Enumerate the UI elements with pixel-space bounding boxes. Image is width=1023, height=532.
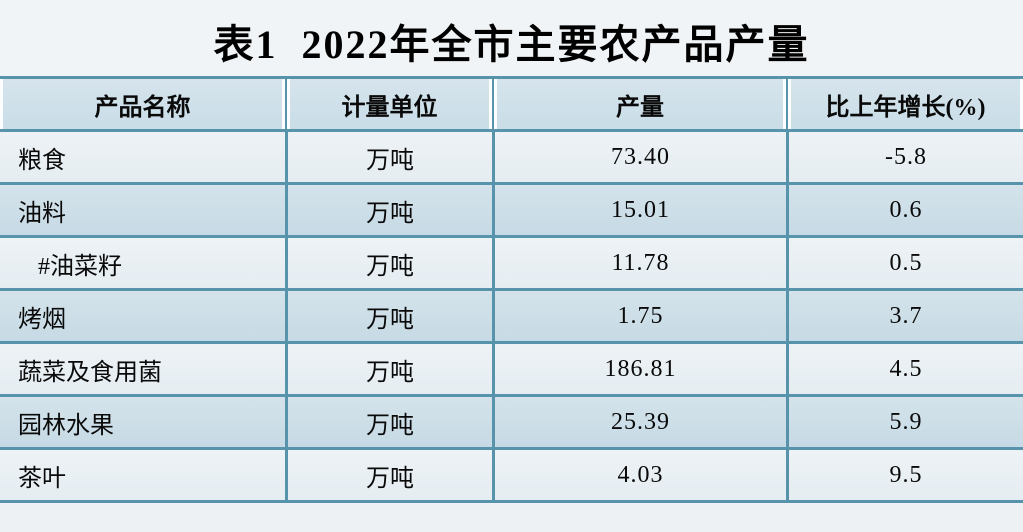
header-row: 产品名称 计量单位 产量 比上年增长(%) — [0, 79, 1023, 132]
cell-unit: 万吨 — [285, 291, 492, 344]
cell-growth: 0.6 — [786, 185, 1023, 238]
cell-output: 25.39 — [492, 397, 786, 450]
cell-product: 烤烟 — [0, 291, 285, 344]
cell-growth: 5.9 — [786, 397, 1023, 450]
cell-product: 油料 — [0, 185, 285, 238]
table-title: 表1 2022年全市主要农产品产量 — [213, 22, 810, 67]
cell-output: 11.78 — [492, 238, 786, 291]
cell-output: 1.75 — [492, 291, 786, 344]
table-row: 油料 万吨 15.01 0.6 — [0, 185, 1023, 238]
agricultural-output-table: 产品名称 计量单位 产量 比上年增长(%) 粮食 万吨 73.40 -5.8 油… — [0, 76, 1023, 503]
cell-product: #油菜籽 — [0, 238, 285, 291]
cell-output: 186.81 — [492, 344, 786, 397]
col-header-product: 产品名称 — [0, 79, 285, 132]
cell-product: 茶叶 — [0, 450, 285, 503]
cell-output: 4.03 — [492, 450, 786, 503]
table-row: 园林水果 万吨 25.39 5.9 — [0, 397, 1023, 450]
cell-unit: 万吨 — [285, 238, 492, 291]
cell-growth: -5.8 — [786, 132, 1023, 185]
cell-output: 15.01 — [492, 185, 786, 238]
cell-unit: 万吨 — [285, 185, 492, 238]
table-row: 粮食 万吨 73.40 -5.8 — [0, 132, 1023, 185]
cell-product: 园林水果 — [0, 397, 285, 450]
cell-unit: 万吨 — [285, 132, 492, 185]
col-header-output: 产量 — [492, 79, 786, 132]
table-row: 茶叶 万吨 4.03 9.5 — [0, 450, 1023, 503]
table-row: 烤烟 万吨 1.75 3.7 — [0, 291, 1023, 344]
cell-growth: 4.5 — [786, 344, 1023, 397]
col-header-unit: 计量单位 — [285, 79, 492, 132]
cell-product: 蔬菜及食用菌 — [0, 344, 285, 397]
col-header-growth: 比上年增长(%) — [786, 79, 1023, 132]
table-row: 蔬菜及食用菌 万吨 186.81 4.5 — [0, 344, 1023, 397]
table-title-area: 表1 2022年全市主要农产品产量 — [0, 0, 1023, 76]
cell-growth: 3.7 — [786, 291, 1023, 344]
cell-growth: 9.5 — [786, 450, 1023, 503]
cell-output: 73.40 — [492, 132, 786, 185]
table-row: #油菜籽 万吨 11.78 0.5 — [0, 238, 1023, 291]
cell-unit: 万吨 — [285, 344, 492, 397]
cell-unit: 万吨 — [285, 397, 492, 450]
cell-growth: 0.5 — [786, 238, 1023, 291]
cell-product: 粮食 — [0, 132, 285, 185]
cell-unit: 万吨 — [285, 450, 492, 503]
